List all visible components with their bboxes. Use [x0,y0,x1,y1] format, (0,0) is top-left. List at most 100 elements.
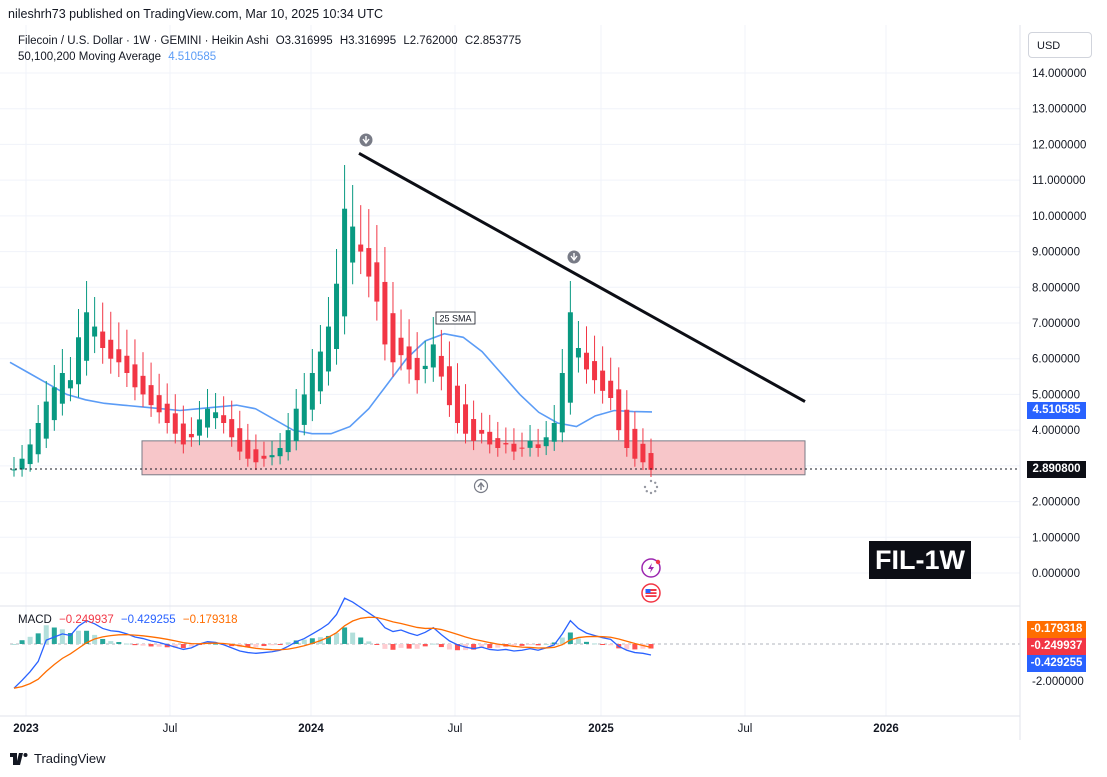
arrow-down-icon [359,133,373,147]
price-tick-label: 10.000000 [1032,211,1086,223]
candle-body [301,394,307,425]
sma-line [9,332,653,435]
candle-body [35,423,41,455]
candle-body [188,433,194,438]
macd-histogram-bar [559,637,565,644]
macd-histogram-bar [27,636,33,644]
macd-histogram-bar [269,644,275,646]
macd-histogram-bar [366,641,372,644]
macd-histogram-bar [406,644,412,649]
symbol-name: Filecoin / U.S. Dollar · 1W · GEMINI · H… [18,35,269,47]
macd-histogram-bar [600,644,606,645]
candle-body [221,415,227,423]
candle-body [205,408,211,428]
candle-body [19,458,25,470]
loading-icon [643,479,659,495]
macd-histogram-bar [632,644,638,650]
candle-body [479,429,485,434]
macd-histogram-bar [350,632,356,644]
price-tick-label: 12.000000 [1032,139,1086,151]
macd-signal-tag: -0.249937 [1027,638,1086,655]
macd-histogram-bar [76,630,82,644]
candle-body [414,357,420,381]
macd-histogram-bar [334,633,340,644]
macd-histogram-bar [11,644,17,645]
last-price-tag: 2.890800 [1027,461,1086,478]
ohlc-open: O3.316995 [275,35,333,47]
candle-body [358,244,364,252]
macd-histogram-bar [527,644,533,645]
tradingview-logo[interactable]: TradingView [10,751,106,766]
macd-histogram-bar [511,644,517,647]
candle-body [27,444,33,465]
trendline [358,152,806,403]
macd-histogram-bar [35,633,41,644]
symbol-legend: Filecoin / U.S. Dollar · 1W · GEMINI · H… [18,35,525,47]
macd-histogram-bar [583,641,589,644]
candle-body [567,312,573,403]
candle-body [398,337,404,356]
candle-body [293,408,299,442]
macd-histogram-bar [19,640,25,644]
arrow-down-icon [567,250,581,264]
us-flag-icon [641,583,661,603]
time-tick-label: Jul [448,723,463,735]
macd-histogram-bar [390,644,396,650]
macd-histogram-bar [124,643,130,645]
macd-histogram-bar [430,643,436,645]
candle-body [148,385,154,406]
macd-histogram-bar [414,644,420,649]
time-tick-label: 2026 [873,723,899,735]
macd-hist-tag: -0.179318 [1027,621,1086,638]
macd-histogram-bar [180,644,186,649]
macd-histogram-bar [495,644,501,648]
sma-annotation-text: 25 SMA [439,314,471,324]
macd-title: MACD [18,614,52,626]
candle-body [616,389,622,431]
macd-histogram-bar [156,644,162,647]
candle-body [632,428,638,459]
candle-body [309,373,315,410]
candle-body [92,326,98,337]
price-tick-label: 2.000000 [1032,497,1080,509]
currency-button[interactable]: USD [1028,32,1092,58]
price-tick-label: 4.000000 [1032,425,1080,437]
macd-histogram-bar [229,644,235,647]
price-tick-label: 8.000000 [1032,282,1080,294]
candle-body [422,365,428,370]
tradingview-icon [10,752,28,765]
candle-body [438,355,444,377]
macd-histogram-bar [277,644,283,645]
price-tick-label: 7.000000 [1032,318,1080,330]
macd-histogram-bar [261,644,267,647]
macd-histogram-bar [108,641,114,644]
ma-value: 4.510585 [168,51,217,63]
candle-body [43,401,49,439]
macd-legend: MACD −0.249937 −0.429255 −0.179318 [18,614,242,626]
candle-body [454,385,460,423]
candle-body [503,443,509,445]
macd-histogram-bar [487,644,493,649]
macd-histogram-bar [140,644,146,646]
macd-histogram-bar [43,625,49,644]
macd-tick-label: -2.000000 [1032,676,1084,688]
macd-histogram-bar [422,644,428,647]
candle-body [172,413,178,434]
macd-histogram-bar [535,644,541,646]
candle-body [11,469,17,471]
candle-body [543,437,549,447]
candle-body [156,395,162,413]
price-tick-label: 13.000000 [1032,104,1086,116]
macd-histogram-bar [67,632,73,644]
candle-body [374,262,380,302]
arrow-up-icon [473,478,489,494]
macd-histogram-bar [446,644,452,650]
candle-body [600,370,606,391]
candle-body [551,423,557,442]
macd-histogram-bar [592,643,598,645]
candle-body [487,431,493,445]
price-tick-label: 14.000000 [1032,68,1086,80]
time-tick-label: 2025 [588,723,614,735]
ticker-badge: FIL-1W [869,541,971,579]
